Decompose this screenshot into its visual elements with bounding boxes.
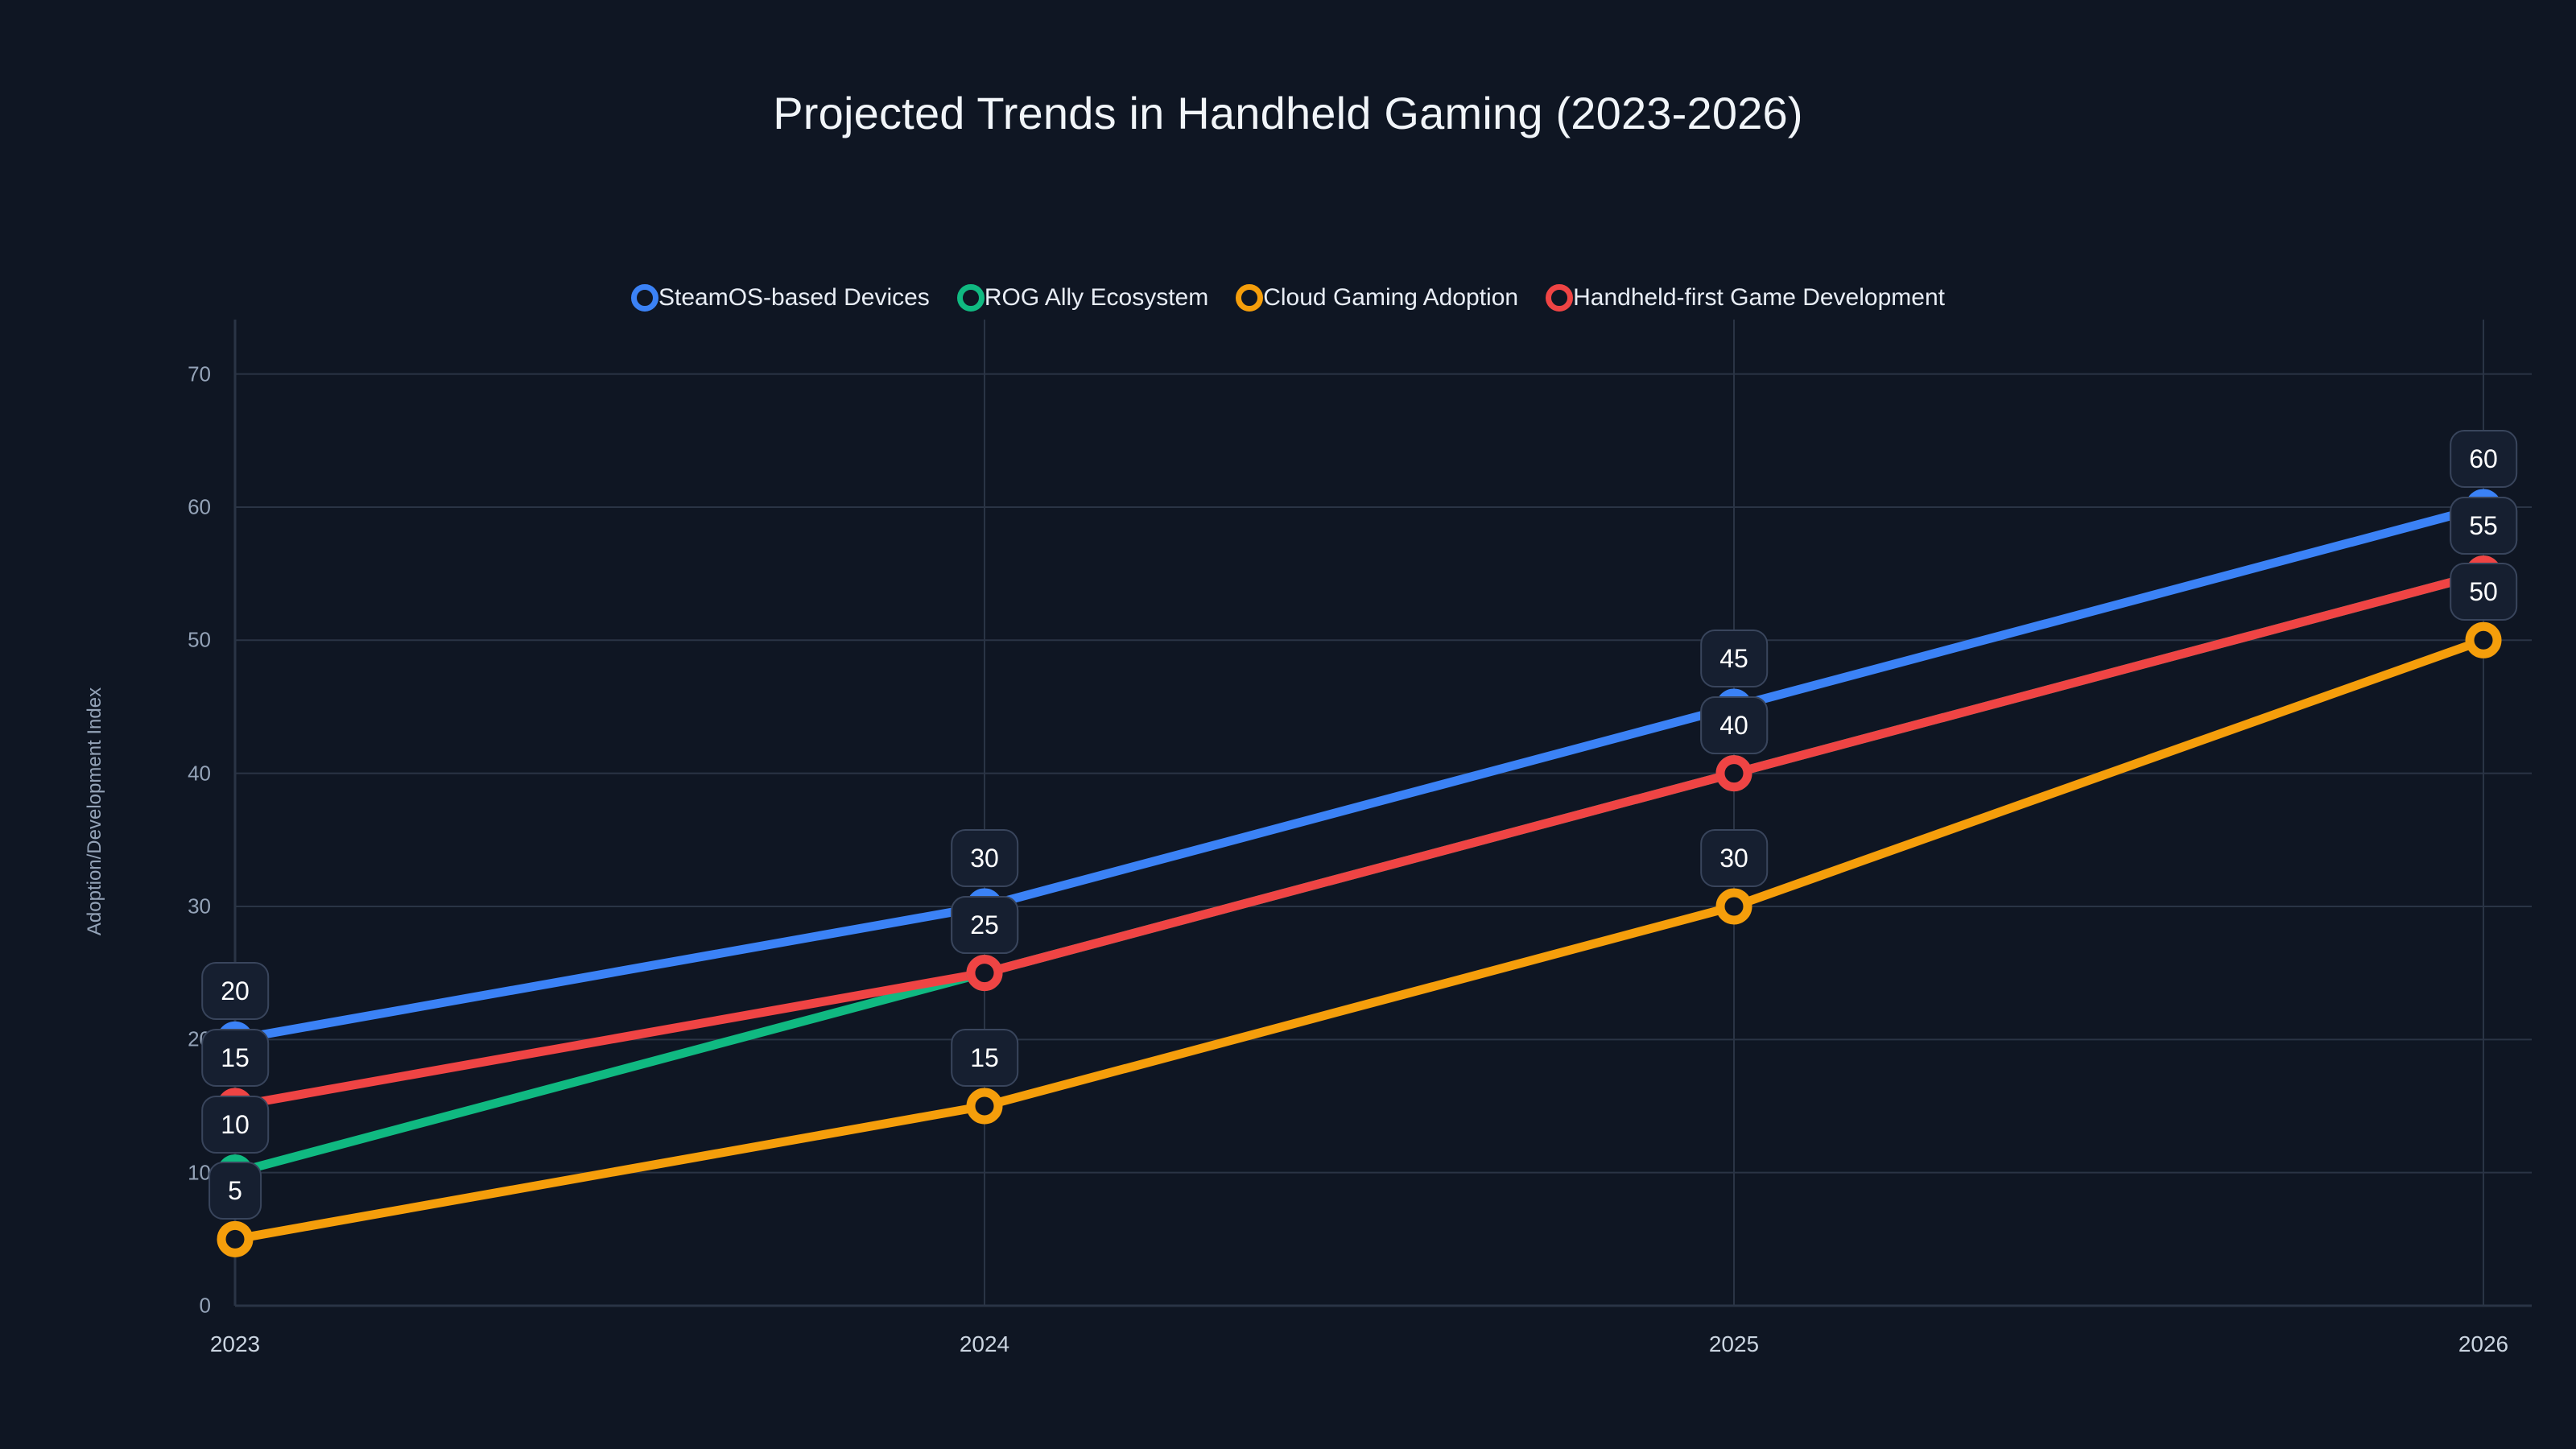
ring-marker-icon bbox=[631, 284, 658, 312]
data-point-label: 10 bbox=[201, 1095, 269, 1154]
x-axis-tick-label: 2025 bbox=[1708, 1331, 1760, 1356]
legend-item[interactable]: ROG Ally Ecosystem bbox=[956, 284, 1209, 312]
grid-lines bbox=[234, 320, 2532, 1306]
series-line bbox=[230, 635, 2488, 1244]
series-line bbox=[230, 569, 2488, 1111]
series-marker bbox=[966, 1088, 1003, 1125]
ring-marker-icon bbox=[1546, 284, 1574, 312]
ring-marker-icon bbox=[956, 284, 985, 312]
legend-item-label: Cloud Gaming Adoption bbox=[1263, 284, 1519, 311]
data-point-label: 5 bbox=[208, 1162, 262, 1220]
legend-item[interactable]: Cloud Gaming Adoption bbox=[1236, 284, 1518, 312]
data-point-label: 40 bbox=[1700, 696, 1768, 754]
series-marker bbox=[1715, 755, 1752, 792]
series-line bbox=[230, 502, 2488, 1044]
legend-item-label: ROG Ally Ecosystem bbox=[984, 284, 1209, 311]
y-axis-tick-label: 70 bbox=[188, 361, 211, 386]
x-axis-tick-label: 2026 bbox=[2458, 1331, 2509, 1356]
series-lines bbox=[230, 502, 2488, 1244]
data-point-label: 25 bbox=[951, 895, 1018, 954]
legend-item-label: SteamOS-based Devices bbox=[658, 284, 930, 311]
data-point-label: 15 bbox=[201, 1028, 269, 1087]
legend-item[interactable]: SteamOS-based Devices bbox=[631, 284, 930, 312]
y-axis-tick-label: 10 bbox=[188, 1160, 211, 1185]
legend-item-label: Handheld-first Game Development bbox=[1573, 284, 1945, 311]
x-axis-tick-label: 2024 bbox=[959, 1331, 1010, 1356]
y-axis-tick-label: 20 bbox=[188, 1026, 211, 1051]
data-point-label: 45 bbox=[1700, 629, 1768, 687]
y-axis-tick-label: 60 bbox=[188, 494, 211, 519]
data-point-label: 30 bbox=[951, 828, 1018, 887]
data-point-label: 55 bbox=[2450, 496, 2517, 555]
chart-legend: SteamOS-based Devices ROG Ally Ecosystem C… bbox=[0, 284, 2576, 312]
series-marker bbox=[217, 1220, 254, 1257]
series-marker bbox=[1715, 888, 1752, 925]
data-point-label: 50 bbox=[2450, 563, 2517, 621]
y-axis-tick-label: 0 bbox=[199, 1293, 211, 1318]
data-point-label: 20 bbox=[201, 962, 269, 1021]
data-point-label: 60 bbox=[2450, 429, 2517, 488]
data-point-label: 15 bbox=[951, 1028, 1018, 1087]
legend-item[interactable]: Handheld-first Game Development bbox=[1546, 284, 1945, 312]
data-point-label: 30 bbox=[1700, 828, 1768, 887]
y-axis-tick-label: 50 bbox=[188, 627, 211, 652]
axis-lines bbox=[233, 320, 2532, 1307]
y-axis-title: Adoption/Development Index bbox=[84, 687, 105, 936]
y-axis-tick-label: 40 bbox=[188, 761, 211, 786]
x-axis-tick-label: 2023 bbox=[209, 1331, 261, 1356]
series-marker bbox=[966, 955, 1003, 992]
ring-marker-icon bbox=[1236, 284, 1264, 312]
page-title: Projected Trends in Handheld Gaming (202… bbox=[773, 88, 1803, 138]
y-axis-tick-label: 30 bbox=[188, 894, 211, 919]
series-marker bbox=[2465, 621, 2502, 658]
